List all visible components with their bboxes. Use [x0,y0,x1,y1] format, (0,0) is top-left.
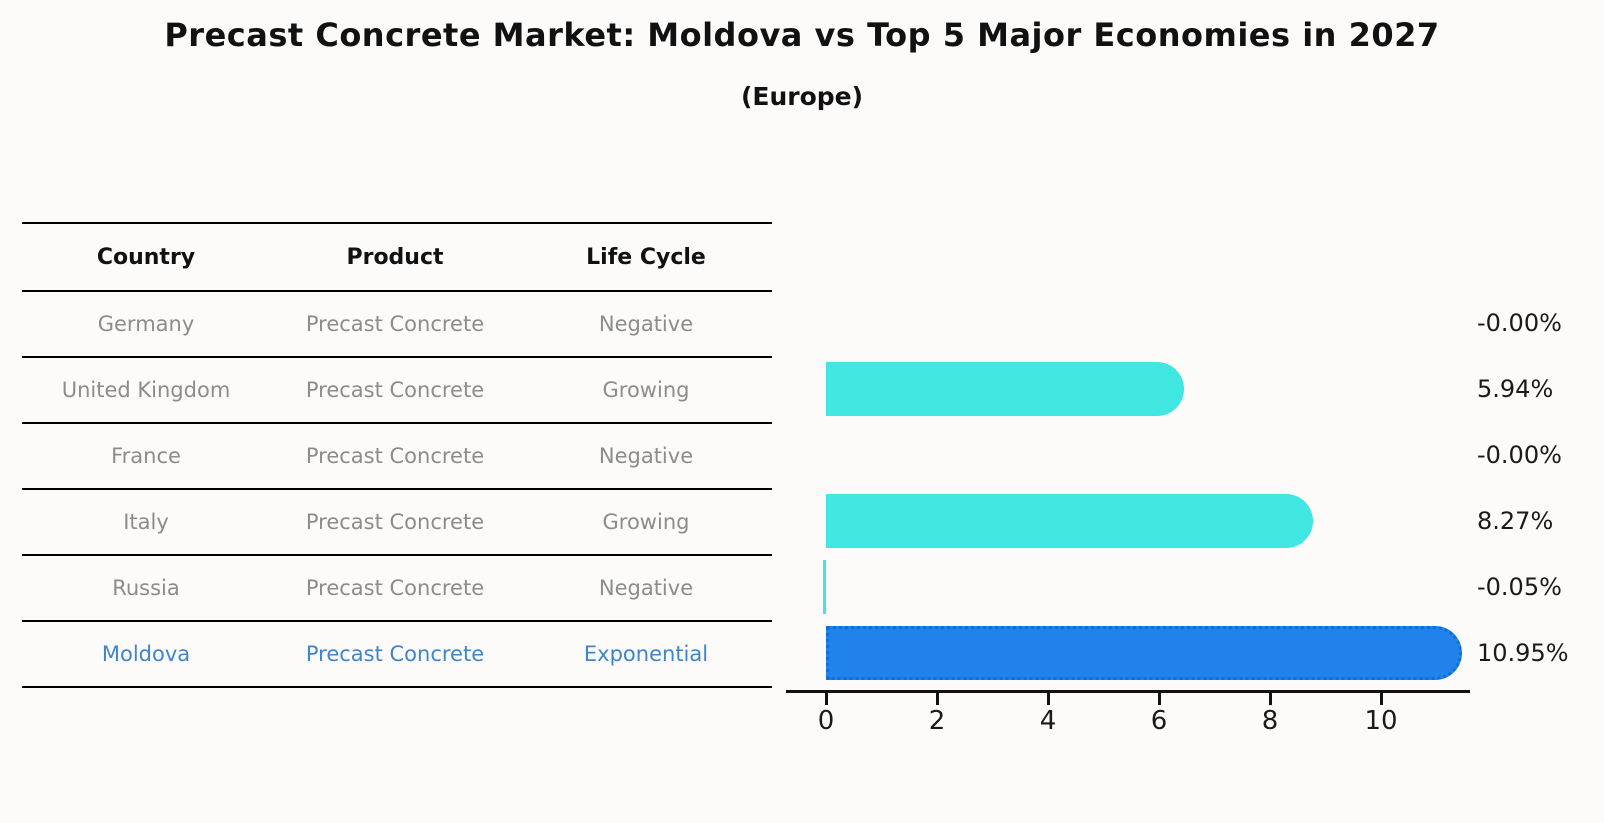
table-row-united-kingdom: United Kingdom Precast Concrete Growing [22,358,772,424]
cell-life-cycle: Negative [598,444,694,468]
cell-country: Germany [97,312,195,336]
x-tick-0 [825,693,828,705]
x-tick-8 [1269,693,1272,705]
cell-product: Precast Concrete [305,444,485,468]
cell-country: Russia [112,576,180,600]
chart-subtitle: (Europe) [740,82,864,111]
cell-life-cycle: Growing [602,378,690,402]
value-label-united-kingdom: 5.94% [1477,375,1554,403]
table-row-france: France Precast Concrete Negative [22,424,772,490]
cell-life-cycle: Negative [598,312,694,336]
value-label-russia: -0.05% [1477,573,1562,601]
column-header-product: Product [346,244,444,270]
cell-product: Precast Concrete [305,312,485,336]
bar-russia [823,560,826,614]
cell-product: Precast Concrete [305,510,485,534]
x-axis-line [786,690,1470,693]
cell-product: Precast Concrete [305,576,485,600]
x-tick-label-4: 4 [1039,706,1057,736]
column-header-life-cycle: Life Cycle [586,244,706,270]
x-tick-4 [1047,693,1050,705]
value-label-italy: 8.27% [1477,507,1554,535]
table-header-row: Country Product Life Cycle [22,224,772,292]
cell-life-cycle: Growing [602,510,690,534]
x-tick-label-0: 0 [817,706,835,736]
cell-country: Moldova [101,642,191,666]
cell-country: Italy [123,510,169,534]
value-label-france: -0.00% [1477,441,1562,469]
x-tick-label-2: 2 [928,706,946,736]
x-tick-label-10: 10 [1364,706,1398,736]
table-row-russia: Russia Precast Concrete Negative [22,556,772,622]
value-label-moldova: 10.95% [1477,639,1569,667]
value-label-germany: -0.00% [1477,309,1562,337]
x-tick-2 [936,693,939,705]
table-row-italy: Italy Precast Concrete Growing [22,490,772,556]
x-tick-label-6: 6 [1150,706,1168,736]
chart-title: Precast Concrete Market: Moldova vs Top … [164,16,1440,54]
x-tick-6 [1158,693,1161,705]
bar-united-kingdom [826,362,1184,416]
cell-life-cycle: Exponential [583,642,709,666]
cell-product: Precast Concrete [305,378,485,402]
column-header-country: Country [96,244,196,270]
table-row-moldova: Moldova Precast Concrete Exponential [22,622,772,688]
country-table: Country Product Life Cycle Germany Preca… [22,222,772,688]
x-tick-10 [1380,693,1383,705]
bar-moldova [826,626,1462,680]
cell-product: Precast Concrete [305,642,485,666]
cell-country: United Kingdom [61,378,231,402]
bar-italy [826,494,1313,548]
cell-life-cycle: Negative [598,576,694,600]
x-tick-label-8: 8 [1261,706,1279,736]
cell-country: France [111,444,181,468]
table-row-germany: Germany Precast Concrete Negative [22,292,772,358]
